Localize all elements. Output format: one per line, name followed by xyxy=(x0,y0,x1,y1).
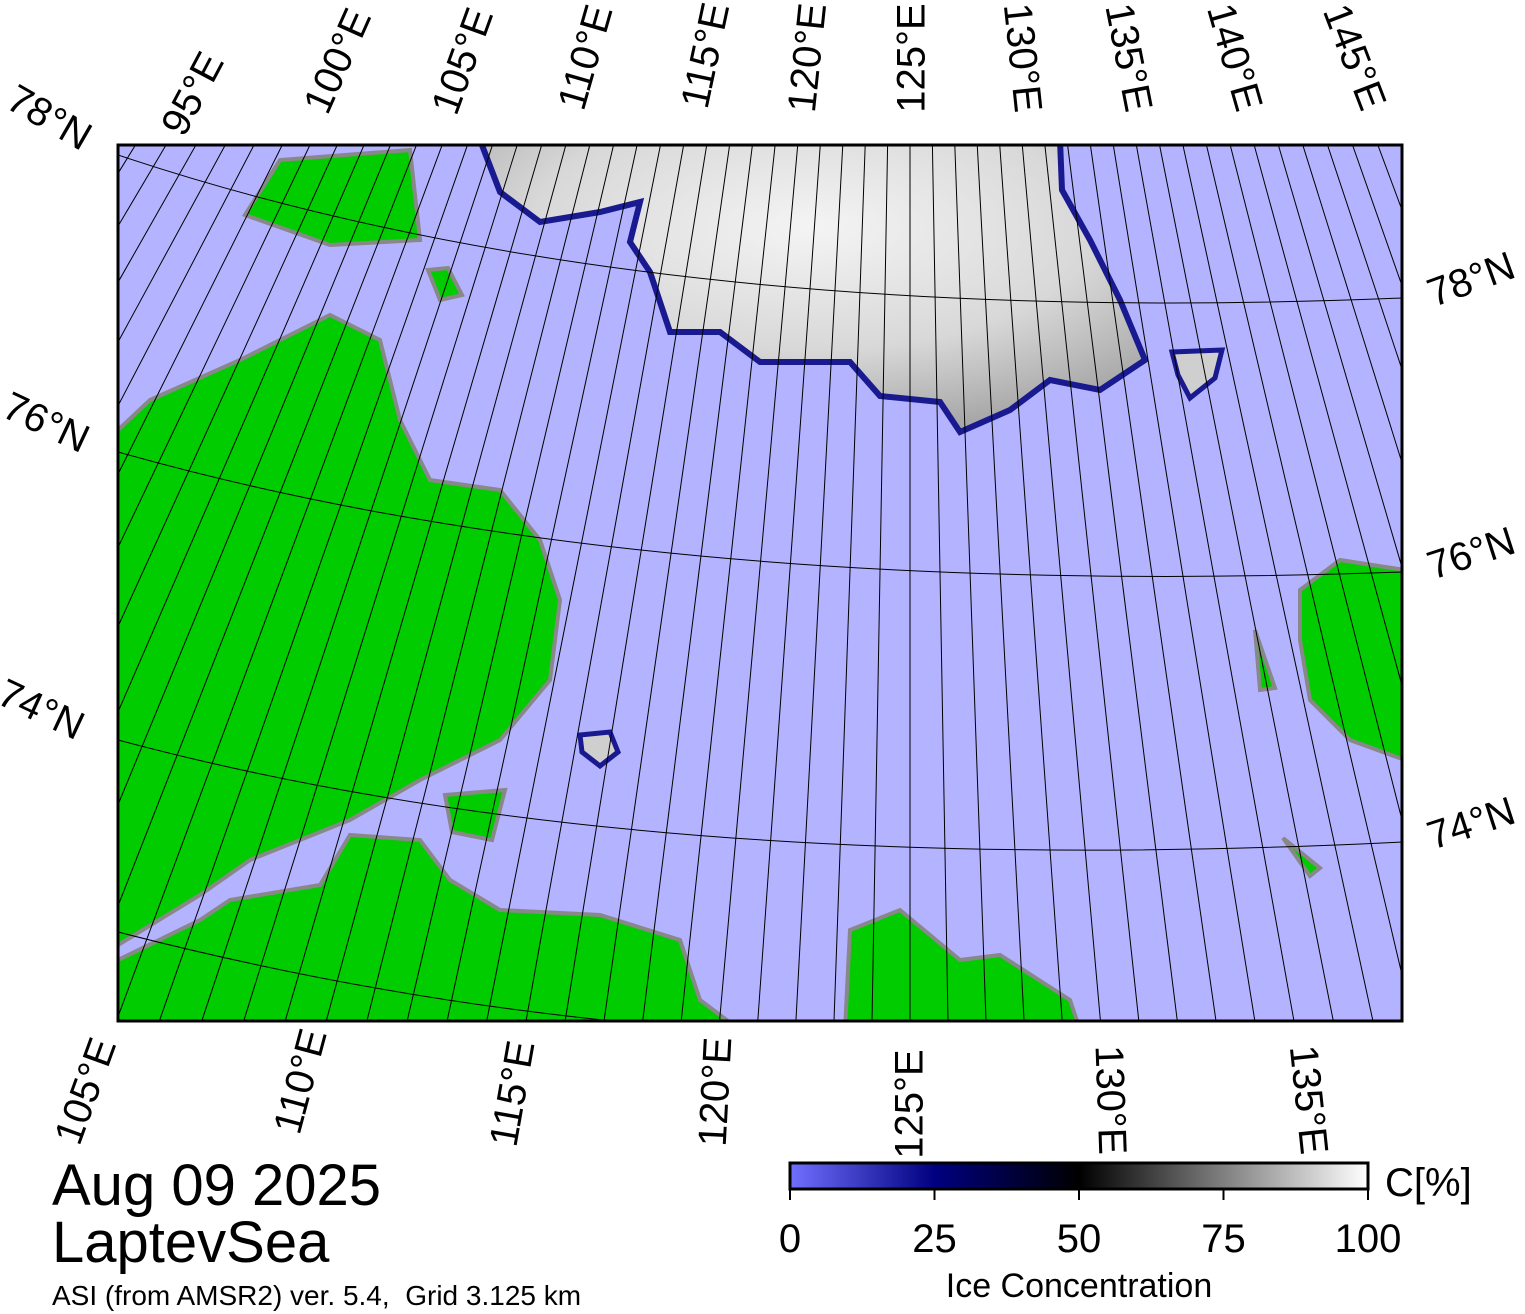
meridian xyxy=(406,145,615,1021)
parallel xyxy=(118,739,1402,851)
coordinate-label: 125°E xyxy=(888,1049,932,1158)
colorbar-unit: C[%] xyxy=(1385,1161,1472,1205)
meridian xyxy=(118,145,418,908)
meridian xyxy=(525,145,685,1021)
meridian xyxy=(158,145,469,1021)
meridian xyxy=(931,145,949,1021)
coordinate-label: 135°E xyxy=(1281,1043,1336,1156)
island xyxy=(442,787,508,843)
coordinate-label: 78°N xyxy=(1422,244,1521,316)
coordinate-label: 105°E xyxy=(423,2,502,120)
coordinate-label: 125°E xyxy=(890,3,934,112)
colorbar-tick-label: 75 xyxy=(1201,1217,1246,1261)
meridian xyxy=(1089,145,1217,1021)
region: LaptevSea xyxy=(52,1210,330,1275)
meridian xyxy=(757,145,821,1021)
date: Aug 09 2025 xyxy=(52,1153,381,1218)
coordinate-label: 76°N xyxy=(1422,519,1521,588)
parallel xyxy=(118,931,618,1021)
meridian xyxy=(680,145,776,1021)
coordinate-label: 130°E xyxy=(995,1,1050,114)
meridian xyxy=(366,145,591,1021)
severnaya-zemlya xyxy=(241,147,423,248)
graticule xyxy=(118,145,1402,1021)
meridian xyxy=(1135,145,1295,1021)
parallel xyxy=(118,451,1402,577)
coordinate-label: 135°E xyxy=(1096,0,1160,115)
meridian xyxy=(1182,145,1374,1021)
colorbar-tick-label: 0 xyxy=(779,1217,801,1261)
meridian xyxy=(1112,145,1256,1021)
coordinate-label: 115°E xyxy=(673,0,738,112)
meridian xyxy=(1067,145,1178,1021)
coast-lena xyxy=(843,907,1080,1021)
meridian xyxy=(1159,145,1334,1021)
coordinate-label: 120°E xyxy=(691,1036,741,1148)
meridian xyxy=(833,145,866,1021)
map-area xyxy=(118,145,1402,1021)
coordinate-label: 140°E xyxy=(1198,0,1270,116)
coordinate-label: 115°E xyxy=(482,1037,544,1149)
land xyxy=(118,147,1402,1021)
source: ASI (from AMSR2) ver. 5.4, Grid 3.125 km xyxy=(52,1280,581,1311)
taymyr xyxy=(118,312,563,948)
colorbar-tick-label: 100 xyxy=(1335,1217,1402,1261)
meridian xyxy=(118,145,392,807)
coordinate-label: 100°E xyxy=(295,2,380,120)
coordinate-label: 110°E xyxy=(550,0,622,114)
meridian xyxy=(603,145,731,1021)
island xyxy=(425,265,465,303)
meridian xyxy=(954,145,987,1021)
sea-ice xyxy=(577,729,622,770)
coordinate-label: 76°N xyxy=(0,384,96,462)
meridian xyxy=(243,145,518,1021)
coordinate-label: 74°N xyxy=(1422,789,1521,858)
meridian xyxy=(284,145,543,1021)
colorbar-tick-label: 50 xyxy=(1057,1217,1102,1261)
meridian xyxy=(325,145,567,1021)
parallel xyxy=(118,154,1402,304)
meridian xyxy=(1205,145,1402,977)
meridian xyxy=(1021,145,1101,1021)
colorbar-ticks: 0 25 50 75 100 xyxy=(779,1189,1402,1261)
colorbar xyxy=(788,1161,1370,1191)
map-frame xyxy=(116,143,1404,1023)
coordinate-label: 74°N xyxy=(0,671,91,749)
meridian xyxy=(446,145,638,1021)
coast-south xyxy=(118,832,732,1021)
meridian xyxy=(719,145,799,1021)
meridian xyxy=(999,145,1063,1021)
coordinate-label: 78°N xyxy=(0,76,99,159)
coordinate-label: 105°E xyxy=(46,1032,125,1150)
coordinate-label: 130°E xyxy=(1087,1044,1135,1155)
meridian xyxy=(642,145,753,1021)
coordinate-label: 120°E xyxy=(780,1,835,114)
meridian xyxy=(486,145,661,1021)
coordinate-label: 145°E xyxy=(1314,0,1394,116)
new-siberian-island xyxy=(1298,557,1402,762)
meridian xyxy=(1044,145,1140,1021)
colorbar-tick-label: 25 xyxy=(912,1217,957,1261)
meridian xyxy=(795,145,844,1021)
colorbar-title: Ice Concentration xyxy=(946,1267,1213,1305)
island xyxy=(1281,836,1324,879)
meridian xyxy=(118,145,443,1019)
meridian xyxy=(564,145,708,1021)
coordinate-label: 95°E xyxy=(153,45,233,143)
meridian xyxy=(871,145,889,1021)
coordinate-label: 110°E xyxy=(266,1024,336,1138)
meridian xyxy=(976,145,1025,1021)
meridian xyxy=(201,145,494,1021)
